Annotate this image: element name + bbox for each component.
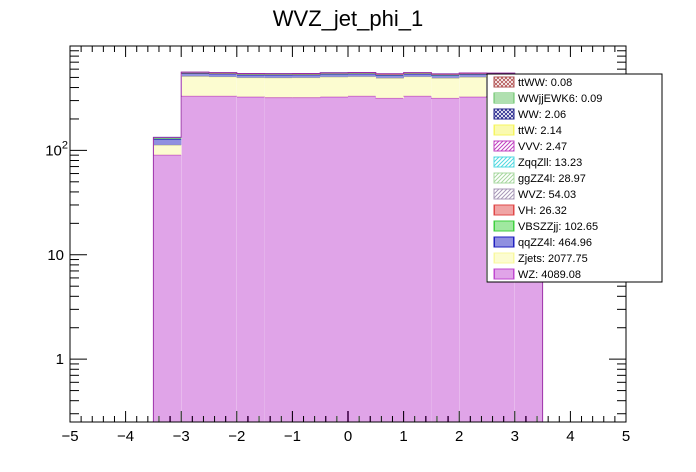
legend-entry-WWjjEWK6: WWjjEWK6: 0.09 (493, 92, 602, 105)
legend-entry-ZqqZll: ZqqZll: 13.23 (493, 156, 582, 169)
bar-WZ-bin-2 (209, 96, 237, 423)
legend-swatch (493, 156, 515, 168)
legend-label: ggZZ4l: 28.97 (518, 173, 586, 185)
y-tick-label: 102 (45, 139, 68, 159)
legend-label: WWjjEWK6: 0.09 (518, 93, 602, 105)
y-tick-label: 10 (47, 247, 64, 264)
x-tick-label: −2 (228, 428, 245, 445)
legend-swatch (493, 204, 515, 216)
legend-label: WZ: 4089.08 (518, 269, 581, 281)
series-WZ (153, 95, 543, 423)
bar-WZ-bin-6 (320, 96, 348, 423)
legend-entry-ttW: ttW: 2.14 (493, 124, 562, 137)
legend-label: ttW: 2.14 (518, 125, 562, 137)
bar-WZ-bin-3 (236, 96, 265, 423)
stacked-bars (152, 71, 544, 423)
legend-swatch (493, 172, 515, 184)
bar-qqZZ4l-bin-3 (236, 74, 265, 78)
series-Zjets (153, 76, 543, 156)
chart-title: WVZ_jet_phi_1 (273, 6, 423, 31)
x-tick-label: 1 (399, 428, 407, 445)
bar-Zjets-bin-8 (375, 78, 404, 99)
x-tick-label: −5 (61, 428, 78, 445)
stack-outline (152, 71, 544, 422)
legend-swatch (493, 268, 515, 280)
bar-qqZZ4l-bin-11 (459, 74, 487, 78)
legend-label: ttWW: 0.08 (518, 77, 572, 89)
y-tick-label: 1 (56, 351, 64, 368)
x-tick-label: 2 (455, 428, 463, 445)
bar-Zjets-bin-10 (431, 78, 460, 99)
axes: −5 −4 −3 −2 −1 0 1 2 3 4 5 1 10 102 (45, 46, 630, 445)
legend-entry-VBSZZjj: VBSZZjj: 102.65 (493, 220, 598, 233)
bar-Zjets-bin-11 (459, 77, 487, 97)
legend-swatch (493, 252, 515, 264)
x-tick-label: −1 (284, 428, 301, 445)
legend-label: ZqqZll: 13.23 (518, 157, 582, 169)
legend-label: VH: 26.32 (518, 205, 567, 217)
bar-qqZZ4l-bin-6 (320, 74, 348, 78)
legend: ttWW: 0.08 WWjjEWK6: 0.09 WW: 2.06 ttW: 2.1… (486, 73, 663, 283)
bar-qqZZ4l-bin-2 (209, 73, 237, 77)
legend-swatch (493, 76, 515, 88)
bar-Zjets-bin-7 (348, 76, 376, 97)
bar-qqZZ4l-bin-5 (292, 74, 321, 78)
legend-entry-qqZZ4l: qqZZ4l: 464.96 (493, 236, 592, 249)
legend-entry-ggZZ4l: ggZZ4l: 28.97 (493, 172, 586, 185)
bar-qqZZ4l-bin-4 (264, 75, 293, 79)
bar-WZ-bin-10 (431, 98, 460, 422)
bar-Zjets-bin-5 (292, 77, 321, 98)
x-tick-label: −4 (117, 428, 134, 445)
bar-WZ-bin-1 (181, 96, 209, 423)
bar-Zjets-bin-3 (236, 77, 265, 97)
legend-label: WW: 2.06 (518, 109, 566, 121)
bar-WZ-bin-11 (459, 96, 487, 423)
legend-swatch (493, 92, 515, 104)
legend-label: Zjets: 2077.75 (518, 253, 588, 265)
bar-Zjets-bin-2 (209, 76, 237, 97)
legend-entry-WZ: WZ: 4089.08 (493, 268, 581, 281)
bar-qqZZ4l-bin-7 (348, 73, 376, 77)
legend-swatch (493, 236, 515, 248)
legend-box (486, 73, 663, 283)
legend-swatch (493, 140, 515, 152)
bar-WZ-bin-7 (348, 96, 376, 423)
legend-entry-VH: VH: 26.32 (493, 204, 567, 217)
bar-Zjets-bin-0 (153, 145, 182, 156)
bar-WZ-bin-0 (153, 155, 182, 422)
legend-entry-WW: WW: 2.06 (493, 108, 566, 121)
legend-swatch (493, 188, 515, 200)
x-tick-label: 5 (622, 428, 630, 445)
bar-qqZZ4l-bin-1 (181, 73, 209, 77)
bar-Zjets-bin-9 (403, 76, 432, 97)
x-tick-label: 0 (344, 428, 352, 445)
bar-WZ-bin-5 (292, 97, 321, 422)
bar-qqZZ4l-bin-8 (375, 75, 404, 79)
bar-Zjets-bin-6 (320, 77, 348, 97)
bar-qqZZ4l-bin-0 (153, 139, 182, 146)
legend-entry-ttWW: ttWW: 0.08 (493, 76, 572, 89)
legend-entry-VVV: VVV: 2.47 (493, 140, 567, 153)
bar-WZ-bin-4 (264, 97, 293, 422)
bar-WZ-bin-9 (403, 96, 432, 423)
x-tick-label: 4 (566, 428, 574, 445)
x-tick-label: −3 (173, 428, 190, 445)
legend-entry-Zjets: Zjets: 2077.75 (493, 252, 588, 265)
legend-swatch (493, 124, 515, 136)
legend-label: VBSZZjj: 102.65 (518, 221, 598, 233)
legend-label: VVV: 2.47 (518, 141, 567, 153)
legend-entry-WVZ: WVZ: 54.03 (493, 188, 576, 201)
bar-qqZZ4l-bin-9 (403, 74, 432, 77)
legend-swatch (493, 220, 515, 232)
bar-WZ-bin-8 (375, 98, 404, 422)
bar-Zjets-bin-1 (181, 76, 209, 97)
legend-swatch (493, 108, 515, 120)
legend-label: WVZ: 54.03 (518, 189, 576, 201)
x-tick-label: 3 (511, 428, 519, 445)
bar-qqZZ4l-bin-10 (431, 75, 460, 79)
legend-label: qqZZ4l: 464.96 (518, 237, 592, 249)
bar-Zjets-bin-4 (264, 78, 293, 98)
